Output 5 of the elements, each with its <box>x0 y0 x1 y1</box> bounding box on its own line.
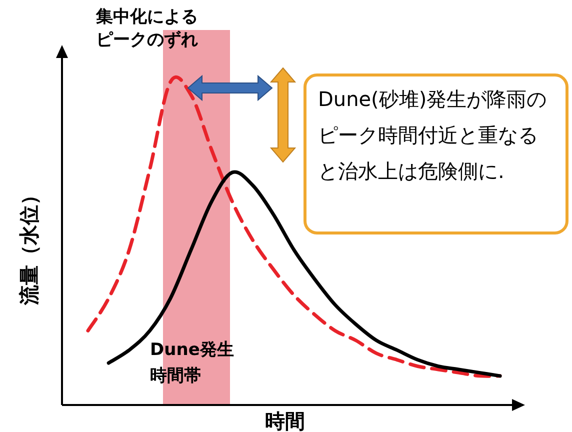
annotation: Dune発生時間帯 <box>150 340 234 386</box>
x-axis-title: 時間 <box>265 409 305 432</box>
text: 集中化によるピークのずれ <box>95 7 198 50</box>
annotation: Dune(砂堆)発生が降雨のピーク時間付近と重なると治水上は危険側に. <box>318 87 547 183</box>
y-axis-title: 流量（水位） <box>17 185 41 306</box>
